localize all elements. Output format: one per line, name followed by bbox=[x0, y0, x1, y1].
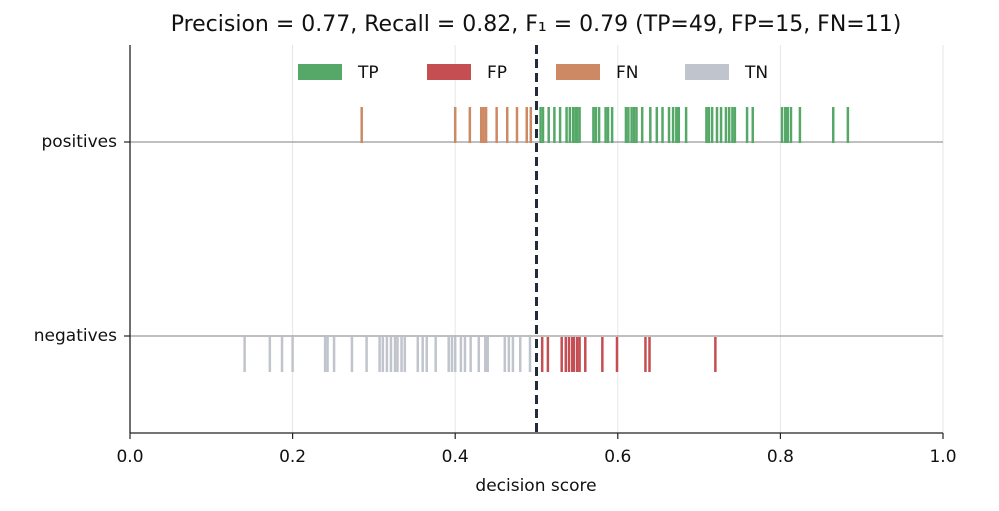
legend-swatch bbox=[556, 64, 600, 80]
legend-label: FP bbox=[487, 63, 507, 83]
y-tick-label: negatives bbox=[34, 326, 117, 346]
x-tick-label: 0.0 bbox=[116, 447, 143, 467]
y-tick-label: positives bbox=[41, 132, 117, 152]
legend-swatch bbox=[427, 64, 471, 80]
x-tick-label: 1.0 bbox=[929, 447, 956, 467]
x-tick-label: 0.2 bbox=[279, 447, 306, 467]
legend-swatch bbox=[685, 64, 729, 80]
x-tick-label: 0.6 bbox=[604, 447, 631, 467]
legend-label: FN bbox=[616, 63, 639, 83]
legend-label: TN bbox=[744, 63, 768, 83]
chart-title: Precision = 0.77, Recall = 0.82, F₁ = 0.… bbox=[171, 12, 902, 37]
x-tick-label: 0.8 bbox=[767, 447, 794, 467]
legend-swatch bbox=[298, 64, 342, 80]
x-axis-label: decision score bbox=[475, 476, 596, 496]
legend-label: TP bbox=[357, 63, 379, 83]
x-tick-label: 0.4 bbox=[442, 447, 469, 467]
